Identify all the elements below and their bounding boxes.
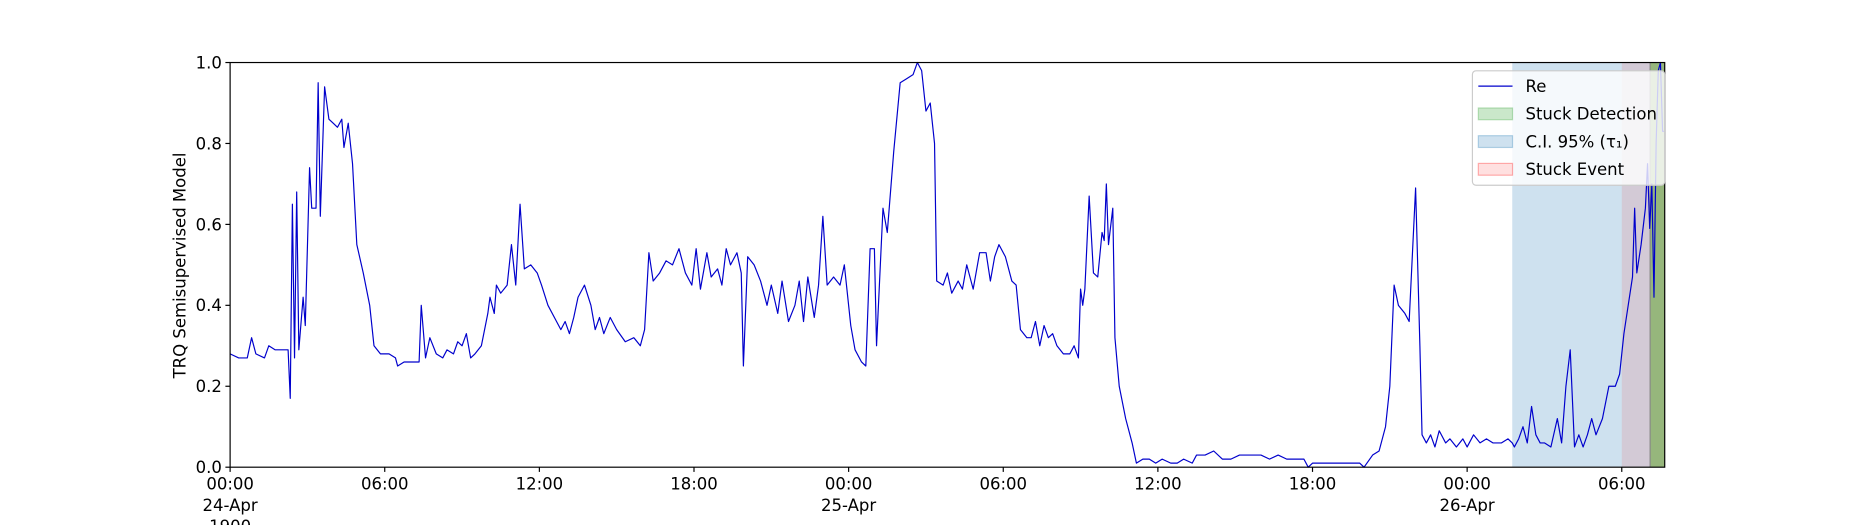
x-tick-label: 12:00	[1134, 475, 1182, 494]
plot-frame	[229, 61, 1666, 468]
x-tick-label: 00:00 25-Apr	[821, 475, 876, 515]
legend-patch	[1477, 107, 1514, 121]
legend-patch	[1477, 162, 1514, 176]
x-tick-label: 00:00 26-Apr	[1440, 475, 1495, 515]
y-tick-label: 0.0	[196, 458, 222, 477]
y-axis-label: TRQ Semisupervised Model	[170, 153, 189, 380]
x-tick-label: 18:00	[1289, 475, 1337, 494]
legend-label: Stuck Event	[1526, 160, 1625, 179]
y-tick-label: 0.2	[196, 377, 222, 396]
legend-label: C.I. 95% (τ₁)	[1526, 132, 1629, 151]
y-tick-label: 0.6	[196, 215, 222, 234]
legend-label: Re	[1526, 77, 1547, 96]
data-line	[229, 61, 1665, 468]
x-tick-label: 12:00	[516, 475, 564, 494]
x-tick-label: 06:00	[979, 475, 1027, 494]
y-tick-label: 1.0	[196, 53, 222, 72]
legend-patch	[1477, 135, 1514, 149]
x-tick-label: 06:00	[361, 475, 409, 494]
y-tick-label: 0.4	[196, 296, 222, 315]
y-tick-label: 0.8	[196, 134, 222, 153]
legend-label: Stuck Detection	[1526, 105, 1657, 124]
x-tick-label: 06:00	[1598, 475, 1646, 494]
x-offset-label: 1900	[209, 517, 251, 525]
x-tick-label: 18:00	[670, 475, 718, 494]
legend-box	[1471, 70, 1666, 186]
x-tick-label: 00:00 24-Apr	[203, 475, 258, 515]
